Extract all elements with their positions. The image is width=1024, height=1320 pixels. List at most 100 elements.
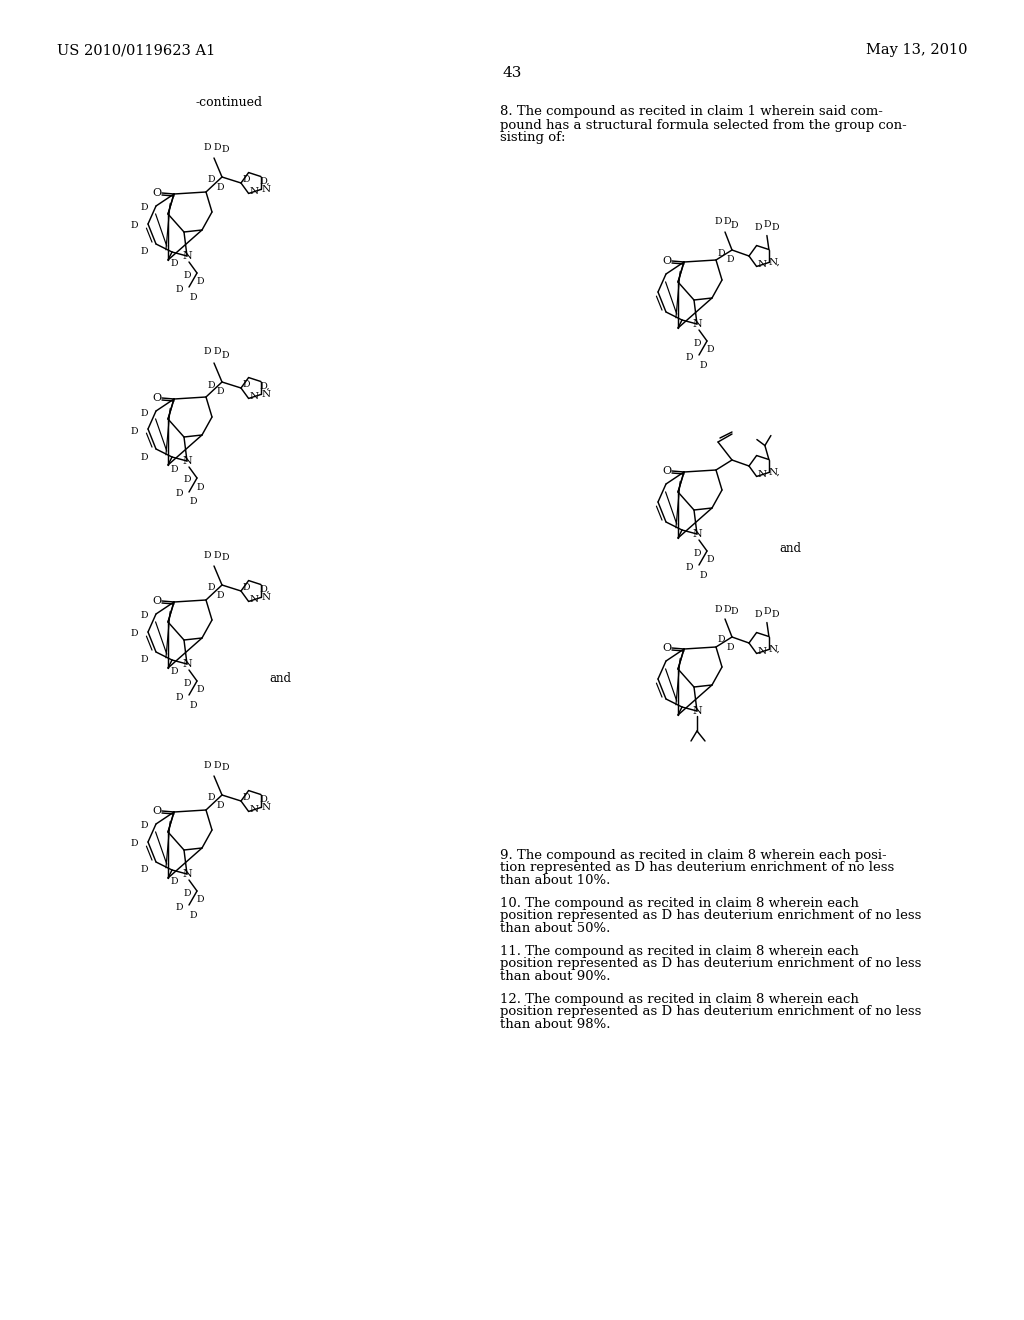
Text: 12. The compound as recited in claim 8 wherein each: 12. The compound as recited in claim 8 w…: [500, 993, 859, 1006]
Text: D: D: [221, 351, 228, 359]
Text: D: D: [243, 583, 250, 593]
Text: N: N: [249, 187, 258, 195]
Text: 8. The compound as recited in claim 1 wherein said com-: 8. The compound as recited in claim 1 wh…: [500, 106, 883, 119]
Text: D: D: [730, 220, 737, 230]
Text: position represented as D has deuterium enrichment of no less: position represented as D has deuterium …: [500, 1006, 922, 1019]
Text: D: D: [207, 583, 215, 593]
Text: D: D: [243, 793, 250, 803]
Text: D: D: [183, 678, 190, 688]
Text: N: N: [182, 659, 191, 669]
Text: D: D: [203, 760, 211, 770]
Text: D: D: [213, 760, 221, 770]
Text: D: D: [763, 607, 771, 616]
Text: N,: N,: [768, 469, 779, 477]
Text: 9. The compound as recited in claim 8 wherein each posi-: 9. The compound as recited in claim 8 wh…: [500, 849, 887, 862]
Text: D: D: [183, 888, 190, 898]
Text: D: D: [189, 701, 197, 710]
Text: D: D: [140, 453, 147, 462]
Text: D: D: [763, 220, 771, 230]
Text: D: D: [140, 821, 147, 830]
Text: N: N: [757, 647, 766, 656]
Text: D: D: [717, 635, 725, 644]
Text: N: N: [757, 470, 766, 479]
Text: D,: D,: [260, 795, 270, 804]
Text: pound has a structural formula selected from the group con-: pound has a structural formula selected …: [500, 119, 906, 132]
Text: N: N: [261, 185, 270, 194]
Text: D: D: [699, 360, 707, 370]
Text: D: D: [213, 347, 221, 356]
Text: D: D: [175, 285, 182, 293]
Text: D: D: [197, 277, 204, 286]
Text: D: D: [140, 611, 147, 620]
Text: N: N: [261, 389, 270, 399]
Text: May 13, 2010: May 13, 2010: [865, 44, 967, 57]
Text: D: D: [170, 465, 178, 474]
Text: D: D: [213, 143, 221, 152]
Text: D: D: [726, 643, 734, 652]
Text: N: N: [249, 805, 258, 814]
Text: than about 98%.: than about 98%.: [500, 1019, 610, 1031]
Text: and: and: [779, 541, 801, 554]
Text: tion represented as D has deuterium enrichment of no less: tion represented as D has deuterium enri…: [500, 862, 894, 874]
Text: D: D: [140, 656, 147, 664]
Text: D,: D,: [260, 177, 270, 186]
Text: D: D: [221, 553, 228, 562]
Text: D: D: [717, 248, 725, 257]
Text: D,: D,: [260, 585, 270, 594]
Text: D,: D,: [260, 381, 270, 391]
Text: O: O: [153, 187, 162, 198]
Text: US 2010/0119623 A1: US 2010/0119623 A1: [57, 44, 215, 57]
Text: O: O: [153, 807, 162, 816]
Text: D: D: [243, 380, 250, 389]
Text: N: N: [692, 319, 701, 329]
Text: D: D: [726, 256, 734, 264]
Text: sisting of:: sisting of:: [500, 132, 565, 144]
Text: D: D: [216, 182, 224, 191]
Text: D: D: [723, 605, 731, 614]
Text: D: D: [189, 911, 197, 920]
Text: N: N: [261, 593, 270, 602]
Text: position represented as D has deuterium enrichment of no less: position represented as D has deuterium …: [500, 909, 922, 923]
Text: D: D: [699, 570, 707, 579]
Text: D: D: [140, 248, 147, 256]
Text: D: D: [707, 556, 714, 565]
Text: D: D: [197, 483, 204, 491]
Text: position represented as D has deuterium enrichment of no less: position represented as D has deuterium …: [500, 957, 922, 970]
Text: N: N: [249, 392, 258, 401]
Text: D: D: [213, 550, 221, 560]
Text: D: D: [754, 610, 762, 619]
Text: N: N: [182, 869, 191, 879]
Text: D: D: [197, 895, 204, 904]
Text: D: D: [130, 630, 138, 639]
Text: and: and: [269, 672, 291, 685]
Text: D: D: [203, 550, 211, 560]
Text: N,: N,: [768, 645, 779, 653]
Text: D: D: [685, 352, 693, 362]
Text: O: O: [663, 256, 672, 267]
Text: -continued: -continued: [195, 96, 262, 110]
Text: D: D: [130, 426, 138, 436]
Text: D: D: [140, 408, 147, 417]
Text: D: D: [216, 590, 224, 599]
Text: D: D: [221, 763, 228, 772]
Text: N,: N,: [768, 257, 779, 267]
Text: D: D: [754, 223, 762, 232]
Text: N: N: [249, 595, 258, 605]
Text: than about 10%.: than about 10%.: [500, 874, 610, 887]
Text: 11. The compound as recited in claim 8 wherein each: 11. The compound as recited in claim 8 w…: [500, 945, 859, 957]
Text: D: D: [771, 223, 778, 232]
Text: D: D: [203, 347, 211, 356]
Text: D: D: [207, 793, 215, 803]
Text: N: N: [692, 706, 701, 715]
Text: D: D: [216, 800, 224, 809]
Text: D: D: [183, 271, 190, 280]
Text: O: O: [153, 597, 162, 606]
Text: D: D: [207, 380, 215, 389]
Text: D: D: [170, 260, 178, 268]
Text: D: D: [685, 562, 693, 572]
Text: D: D: [771, 610, 778, 619]
Text: D: D: [140, 866, 147, 874]
Text: D: D: [216, 388, 224, 396]
Text: N: N: [182, 455, 191, 466]
Text: D: D: [175, 490, 182, 499]
